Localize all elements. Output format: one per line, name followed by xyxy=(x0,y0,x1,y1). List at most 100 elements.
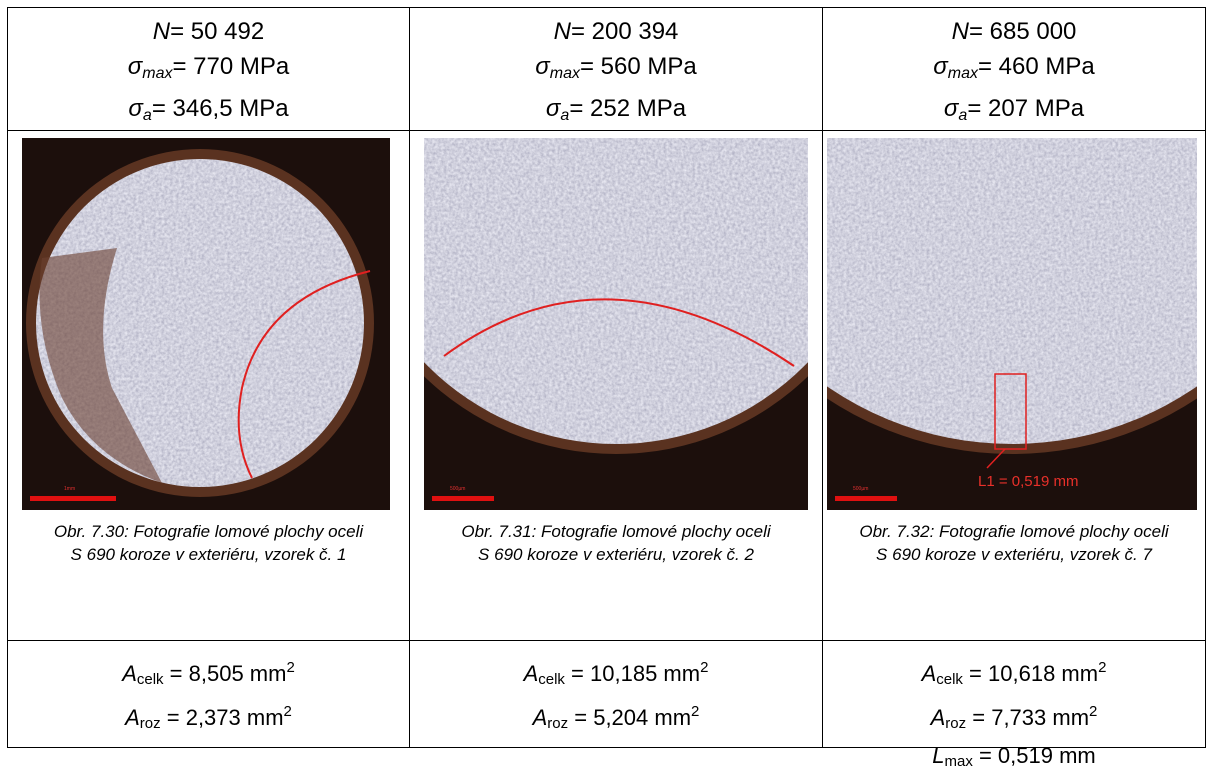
caption: Obr. 7.30: Fotografie lomové plochy ocel… xyxy=(53,522,364,564)
formula-sym: A xyxy=(125,705,140,730)
measure-label: L1 = 0,519 mm xyxy=(978,473,1078,490)
formula: σmax= 460 MPa xyxy=(823,49,1205,91)
formula-sup: 2 xyxy=(691,703,700,720)
table: N= 50 492 σmax= 770 MPa σa= 346,5 MPa N= 20… xyxy=(7,7,1206,770)
formula-sup: 2 xyxy=(1098,659,1107,676)
formula-sub: celk xyxy=(538,671,565,688)
fracture-surface xyxy=(424,138,808,444)
formula-sym: σ xyxy=(535,53,550,80)
formula: N= 685 000 xyxy=(823,14,1205,49)
formula-sub: a xyxy=(560,107,570,124)
column-border xyxy=(822,8,823,747)
result-cell: Acelk = 10,618 mm2 Aroz = 7,733 mm2 Lmax =… xyxy=(823,648,1205,778)
formula-value: = 207 MPa xyxy=(967,95,1085,122)
formula-value: = 460 MPa xyxy=(977,53,1095,80)
formula-value: = 10,185 mm xyxy=(564,661,701,686)
scale-label: 1mm xyxy=(64,486,75,492)
formula: Aroz = 5,204 mm2 xyxy=(410,696,822,740)
measure-box xyxy=(994,373,1027,450)
caption-cell: Obr. 7.31: Fotografie lomové plochy ocel… xyxy=(410,520,822,566)
formula-value: = 346,5 MPa xyxy=(151,95,289,122)
fracture-photo: 1mm xyxy=(22,138,390,510)
scale-bar xyxy=(835,496,897,501)
caption-cell: Obr. 7.32: Fotografie lomové plochy ocel… xyxy=(823,520,1205,566)
formula-sub: max xyxy=(549,65,580,82)
formula-sup: 2 xyxy=(286,659,295,676)
formula-sup: 2 xyxy=(700,659,709,676)
formula-sup: 2 xyxy=(1089,703,1098,720)
result-cell: Acelk = 8,505 mm2 Aroz = 2,373 mm2 xyxy=(8,648,409,740)
formula-sym: A xyxy=(523,661,539,686)
caption: Obr. 7.31: Fotografie lomové plochy ocel… xyxy=(461,522,771,564)
result-cell: Acelk = 10,185 mm2 Aroz = 5,204 mm2 xyxy=(410,648,822,740)
formula-value: = 5,204 mm xyxy=(568,705,692,730)
formula-sym: A xyxy=(921,661,937,686)
measure-leader xyxy=(986,448,1006,469)
fracture-surface xyxy=(827,138,1197,444)
formula-value: = 7,733 mm xyxy=(966,705,1090,730)
scale-label: 500µm xyxy=(450,486,465,492)
formula-sub: a xyxy=(142,107,152,124)
scale-bar xyxy=(30,496,116,501)
column-border xyxy=(409,8,410,747)
formula-value: = 0,519 mm xyxy=(972,743,1096,768)
row-border xyxy=(8,130,1205,131)
caption-cell: Obr. 7.30: Fotografie lomové plochy ocel… xyxy=(8,520,409,566)
formula: N= 200 394 xyxy=(410,14,822,49)
formula-sym: N xyxy=(152,18,171,45)
formula: Lmax = 0,519 mm xyxy=(823,740,1205,778)
header-cell: N= 685 000 σmax= 460 MPa σa= 207 MPa xyxy=(823,14,1205,133)
formula-sym: σ xyxy=(128,95,143,122)
row-border xyxy=(8,640,1205,641)
formula: Aroz = 2,373 mm2 xyxy=(8,696,409,740)
corrosion-zone xyxy=(39,248,162,483)
formula-sub: celk xyxy=(936,671,963,688)
formula: Acelk = 10,618 mm2 xyxy=(823,652,1205,696)
formula: σa= 207 MPa xyxy=(823,91,1205,133)
formula-sym: A xyxy=(122,661,137,686)
formula-sym: σ xyxy=(943,95,959,122)
header-cell: N= 50 492 σmax= 770 MPa σa= 346,5 MPa xyxy=(8,14,409,133)
formula-sym: L xyxy=(932,743,945,768)
formula-sub: roz xyxy=(547,715,569,732)
formula-sym: N xyxy=(553,18,571,45)
caption: Obr. 7.32: Fotografie lomové plochy ocel… xyxy=(859,522,1169,564)
header-cell: N= 200 394 σmax= 560 MPa σa= 252 MPa xyxy=(410,14,822,133)
fracture-photo: 500µm xyxy=(424,138,808,510)
formula-value: = 770 MPa xyxy=(172,53,290,80)
formula: σa= 346,5 MPa xyxy=(8,91,409,133)
formula-sub: max xyxy=(944,753,973,770)
formula-value: = 252 MPa xyxy=(569,95,687,122)
formula-sub: roz xyxy=(945,715,967,732)
crack-front xyxy=(443,298,795,367)
formula-value: = 10,618 mm xyxy=(962,661,1099,686)
scale-bar xyxy=(432,496,494,501)
formula-sup: 2 xyxy=(283,703,292,720)
formula: Acelk = 8,505 mm2 xyxy=(8,652,409,696)
formula-value: = 50 492 xyxy=(170,18,265,45)
formula-sub: a xyxy=(958,107,968,124)
formula-value: = 200 394 xyxy=(570,18,679,45)
formula-value: = 685 000 xyxy=(968,18,1077,45)
formula: σmax= 770 MPa xyxy=(8,49,409,91)
formula-value: = 8,505 mm xyxy=(163,661,287,686)
page: N= 50 492 σmax= 770 MPa σa= 346,5 MPa N= 20… xyxy=(7,7,1206,770)
formula-sym: σ xyxy=(545,95,561,122)
formula-sub: roz xyxy=(139,715,161,732)
formula-sub: max xyxy=(142,65,173,82)
formula: N= 50 492 xyxy=(8,14,409,49)
fracture-photo: L1 = 0,519 mm 500µm xyxy=(827,138,1197,510)
formula: σmax= 560 MPa xyxy=(410,49,822,91)
formula-value: = 2,373 mm xyxy=(160,705,284,730)
formula: Acelk = 10,185 mm2 xyxy=(410,652,822,696)
formula-sub: celk xyxy=(136,671,164,688)
scale-label: 500µm xyxy=(853,486,868,492)
formula-sym: N xyxy=(951,18,969,45)
formula-value: = 560 MPa xyxy=(579,53,697,80)
formula-sym: σ xyxy=(127,53,143,80)
formula: σa= 252 MPa xyxy=(410,91,822,133)
formula-sub: max xyxy=(947,65,978,82)
formula-sym: σ xyxy=(933,53,948,80)
formula-sym: A xyxy=(930,705,946,730)
formula-sym: A xyxy=(532,705,548,730)
